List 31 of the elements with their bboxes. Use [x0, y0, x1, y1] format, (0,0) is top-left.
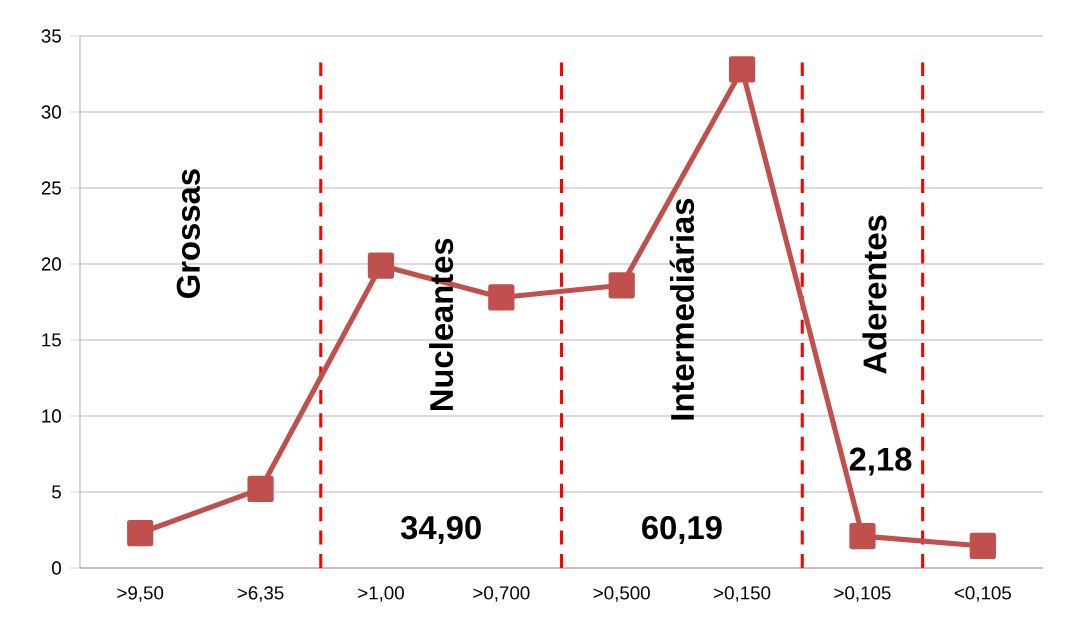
x-tick-label: <0,105 — [954, 586, 1011, 602]
y-tick-label: 30 — [41, 105, 61, 119]
x-tick-label: >0,150 — [714, 586, 771, 602]
y-tick-label: 35 — [41, 29, 61, 43]
point — [247, 475, 274, 503]
point — [969, 532, 996, 560]
point — [367, 252, 395, 279]
x-tick-label: >6,35 — [237, 586, 284, 602]
point — [728, 56, 756, 83]
x-tick-label: >0,700 — [473, 586, 530, 602]
point — [488, 284, 515, 311]
annotation: Intermediárias — [669, 198, 695, 420]
point — [127, 519, 154, 547]
y-tick-label: 25 — [41, 181, 61, 195]
annotation: Grossas — [176, 169, 200, 298]
x-tick-label: >9,50 — [117, 586, 164, 602]
y-tick-label: 0 — [52, 561, 61, 575]
point — [849, 522, 876, 550]
y-tick-label: 5 — [52, 485, 61, 499]
y-tick-label: 20 — [41, 257, 61, 271]
y-tick-label: 10 — [42, 409, 61, 423]
annotation: 60,19 — [642, 515, 722, 544]
annotation: 2,18 — [849, 447, 912, 476]
annotation: Nucleantes — [429, 238, 454, 411]
x-tick-label: >1,00 — [358, 586, 404, 602]
annotation: 34,90 — [400, 515, 481, 544]
y-tick-label: 15 — [42, 333, 61, 347]
x-tick-label: >0,500 — [593, 586, 650, 602]
point — [608, 272, 635, 299]
annotation: Aderentes — [862, 215, 887, 374]
x-tick-label: >0,105 — [834, 586, 891, 602]
